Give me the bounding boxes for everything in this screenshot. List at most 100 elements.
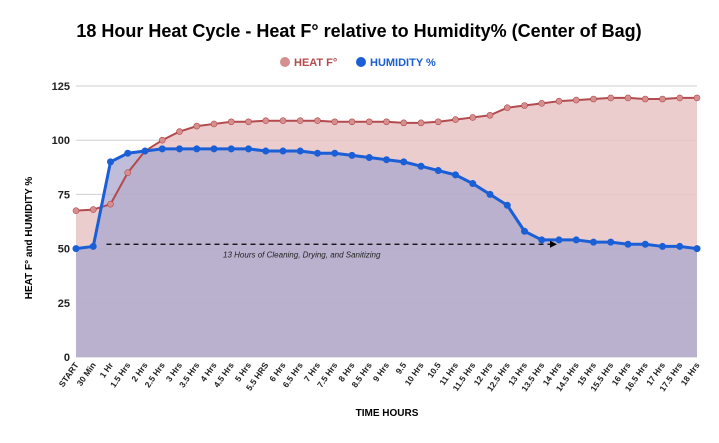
series-markers [72, 94, 701, 253]
heat-point [641, 95, 649, 103]
heat-point [469, 114, 477, 121]
heat-point [158, 136, 166, 144]
heat-point [72, 207, 80, 214]
series-area [76, 148, 697, 357]
heat-point [521, 102, 528, 109]
x-tick-label: 10 Hrs [403, 360, 426, 387]
humidity-point [331, 149, 339, 157]
humidity-point [72, 245, 80, 253]
heat-point [607, 94, 615, 102]
heat-point [210, 120, 218, 128]
heat-point [227, 118, 235, 126]
heat-point [555, 97, 563, 105]
heat-point [296, 117, 304, 124]
heat-point [89, 206, 97, 213]
heat-point [590, 95, 597, 103]
x-tick-label: 9 Hrs [371, 360, 392, 383]
humidity-point [158, 145, 166, 153]
legend-label-heat: HEAT F° [294, 57, 337, 69]
heat-point [279, 117, 287, 124]
humidity-point [572, 236, 580, 244]
humidity-point [124, 149, 132, 157]
heat-point [193, 122, 201, 130]
humidity-point [210, 145, 218, 153]
legend: HEAT F° HUMIDITY % [280, 57, 436, 69]
humidity-point [313, 149, 321, 157]
humidity-point [693, 245, 701, 253]
humidity-point [434, 167, 442, 175]
humidity-point [107, 158, 115, 166]
heat-point [503, 104, 511, 111]
humidity-point [451, 171, 459, 179]
humidity-point [589, 238, 597, 246]
humidity-point [555, 236, 563, 244]
annotation: 13 Hours of Cleaning, Drying, and Saniti… [106, 240, 557, 259]
heat-point [348, 118, 356, 126]
heat-point [624, 94, 632, 102]
humidity-point [469, 180, 477, 188]
humidity-point [538, 236, 546, 244]
legend-marker-heat [280, 57, 290, 67]
heat-point [417, 119, 425, 127]
humidity-point [348, 151, 356, 159]
humidity-point [676, 242, 684, 250]
humidity-point [641, 240, 649, 248]
x-axis-title: TIME HOURS [356, 408, 419, 419]
humidity-point [400, 158, 408, 166]
humidity-point [503, 201, 511, 209]
y-axis-ticks: 0 25 50 75 100 125 [52, 81, 70, 364]
x-tick-label: 9.5 [393, 360, 408, 376]
y-tick-label: 125 [52, 81, 70, 93]
humidity-point [520, 227, 528, 235]
x-tick-label: 18 Hrs [679, 360, 702, 387]
y-tick-label: 25 [58, 298, 70, 310]
chart-title: 18 Hour Heat Cycle - Heat F° relative to… [76, 21, 641, 41]
heat-point [107, 200, 114, 208]
heat-point [245, 118, 252, 126]
heat-point [693, 94, 701, 102]
y-tick-label: 50 [58, 244, 70, 256]
heat-point [572, 96, 580, 104]
y-tick-label: 100 [52, 135, 70, 147]
humidity-point [245, 145, 253, 153]
humidity-point [176, 145, 184, 153]
heat-point [331, 118, 339, 126]
humidity-point [486, 190, 494, 198]
humidity-point [296, 147, 304, 155]
heat-point [434, 118, 442, 126]
humidity-point [382, 156, 390, 164]
humidity-point [141, 147, 149, 155]
y-tick-label: 75 [58, 189, 70, 201]
annotation-arrow-head [550, 240, 557, 248]
heat-point [314, 117, 321, 124]
humidity-point [89, 242, 97, 250]
humidity-point [227, 145, 235, 153]
heat-point [365, 118, 373, 126]
humidity-point [279, 147, 287, 155]
heat-point [176, 128, 183, 135]
heat-point [538, 100, 546, 107]
heat-point [486, 111, 494, 119]
heat-point [262, 117, 270, 124]
humidity-point [365, 154, 373, 162]
heat-point [124, 169, 132, 177]
y-tick-label: 0 [64, 352, 70, 364]
heat-point [676, 94, 684, 102]
humidity-point [262, 147, 270, 155]
annotation-text: 13 Hours of Cleaning, Drying, and Saniti… [223, 250, 381, 259]
heat-point [452, 116, 459, 123]
humidity-point [607, 238, 615, 246]
y-axis-title: HEAT F° and HUMIDITY % [24, 177, 35, 300]
legend-label-humidity: HUMIDITY % [370, 57, 436, 69]
series-areas [76, 97, 697, 358]
humidity-point [193, 145, 201, 153]
legend-marker-humidity [356, 57, 366, 67]
humidity-point [417, 162, 425, 170]
heat-point [659, 95, 666, 103]
humidity-point [624, 240, 632, 248]
humidity-point [658, 242, 666, 250]
heat-point [400, 119, 408, 127]
